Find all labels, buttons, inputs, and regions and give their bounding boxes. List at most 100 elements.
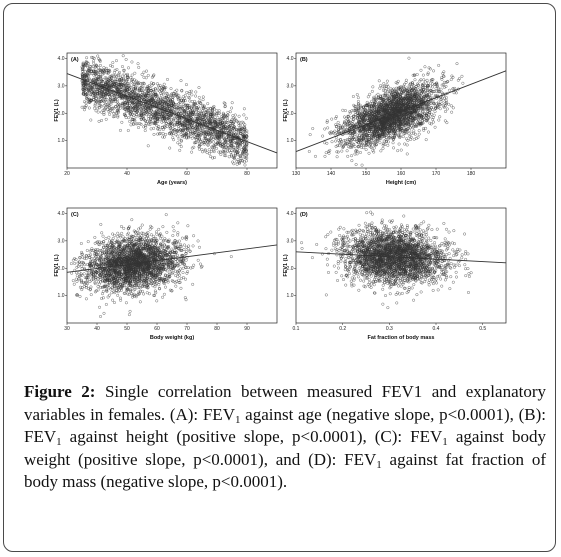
data-point <box>422 78 426 82</box>
data-point <box>161 135 165 139</box>
data-point <box>158 112 162 116</box>
data-point <box>435 106 439 110</box>
data-point <box>228 146 232 149</box>
data-point <box>444 110 447 113</box>
data-point <box>91 78 95 82</box>
data-point <box>124 116 128 119</box>
data-point <box>371 85 375 89</box>
data-point <box>81 63 85 67</box>
data-point <box>112 94 116 98</box>
data-point <box>442 80 446 84</box>
data-point <box>188 90 192 94</box>
data-point <box>171 125 174 129</box>
data-point <box>105 71 109 75</box>
data-point <box>154 100 158 104</box>
data-point <box>102 66 106 69</box>
data-point <box>393 91 397 95</box>
data-point <box>385 113 389 117</box>
scatter-panel-a: 1.02.03.04.020 40 60 80(A)Age (years)FEV1 (… <box>54 52 278 186</box>
data-point <box>369 145 373 149</box>
data-point <box>344 142 348 145</box>
data-point <box>111 106 115 110</box>
data-point <box>308 133 312 137</box>
data-point <box>92 91 95 95</box>
data-point <box>139 103 143 107</box>
data-point <box>114 111 118 115</box>
data-point <box>116 85 120 89</box>
data-point <box>130 73 134 77</box>
data-point <box>414 113 418 116</box>
data-point <box>194 138 198 141</box>
data-point <box>108 68 111 72</box>
data-point <box>118 75 122 79</box>
data-point <box>411 117 415 121</box>
data-point <box>226 146 230 150</box>
data-point <box>238 154 242 158</box>
data-point <box>428 84 432 88</box>
data-point <box>421 107 425 111</box>
data-point <box>416 83 420 87</box>
data-point <box>360 113 364 116</box>
data-point <box>131 119 135 123</box>
data-point <box>219 144 223 148</box>
data-point <box>144 93 148 96</box>
data-point <box>175 88 179 92</box>
data-point <box>92 77 96 81</box>
data-point <box>366 95 370 99</box>
data-point <box>307 150 311 153</box>
data-point <box>135 111 139 114</box>
data-point <box>196 115 200 119</box>
data-point <box>336 120 340 124</box>
data-point <box>243 163 247 167</box>
data-point <box>392 87 396 91</box>
data-point <box>440 76 444 80</box>
data-point <box>394 81 398 85</box>
data-point <box>203 140 207 144</box>
data-point <box>217 118 221 122</box>
data-point <box>443 119 447 123</box>
data-point <box>173 123 177 127</box>
data-point <box>370 99 374 103</box>
data-point <box>122 72 126 76</box>
data-point <box>232 162 236 166</box>
data-point <box>132 113 136 117</box>
data-point <box>410 131 414 135</box>
data-point <box>98 99 102 103</box>
data-point <box>370 101 374 105</box>
data-point <box>433 83 437 86</box>
data-point <box>409 92 413 96</box>
data-point <box>415 124 419 128</box>
data-point <box>168 146 172 150</box>
data-point <box>397 98 401 102</box>
data-point <box>375 128 379 132</box>
data-point <box>179 139 183 143</box>
data-point <box>345 149 349 153</box>
data-point <box>95 91 99 95</box>
data-point <box>389 134 393 138</box>
data-point <box>223 115 227 119</box>
data-point <box>353 145 357 149</box>
data-point <box>424 89 428 93</box>
data-point <box>195 106 199 110</box>
data-point <box>115 100 119 104</box>
data-point <box>143 129 147 132</box>
data-point <box>434 87 438 91</box>
data-point <box>89 82 92 86</box>
data-point <box>87 82 91 86</box>
data-point <box>440 83 444 87</box>
data-point <box>440 77 444 81</box>
data-point <box>211 130 215 134</box>
data-point <box>200 118 203 122</box>
data-point <box>83 100 86 104</box>
data-point <box>405 152 409 156</box>
data-point <box>417 115 421 119</box>
data-point <box>92 56 96 60</box>
data-point <box>143 124 147 127</box>
data-point <box>411 126 415 130</box>
data-point <box>209 133 213 137</box>
data-point <box>362 105 366 109</box>
x-tick-label: 60 <box>184 171 190 177</box>
data-point <box>122 68 126 72</box>
data-point <box>334 145 338 148</box>
data-point <box>137 81 141 85</box>
